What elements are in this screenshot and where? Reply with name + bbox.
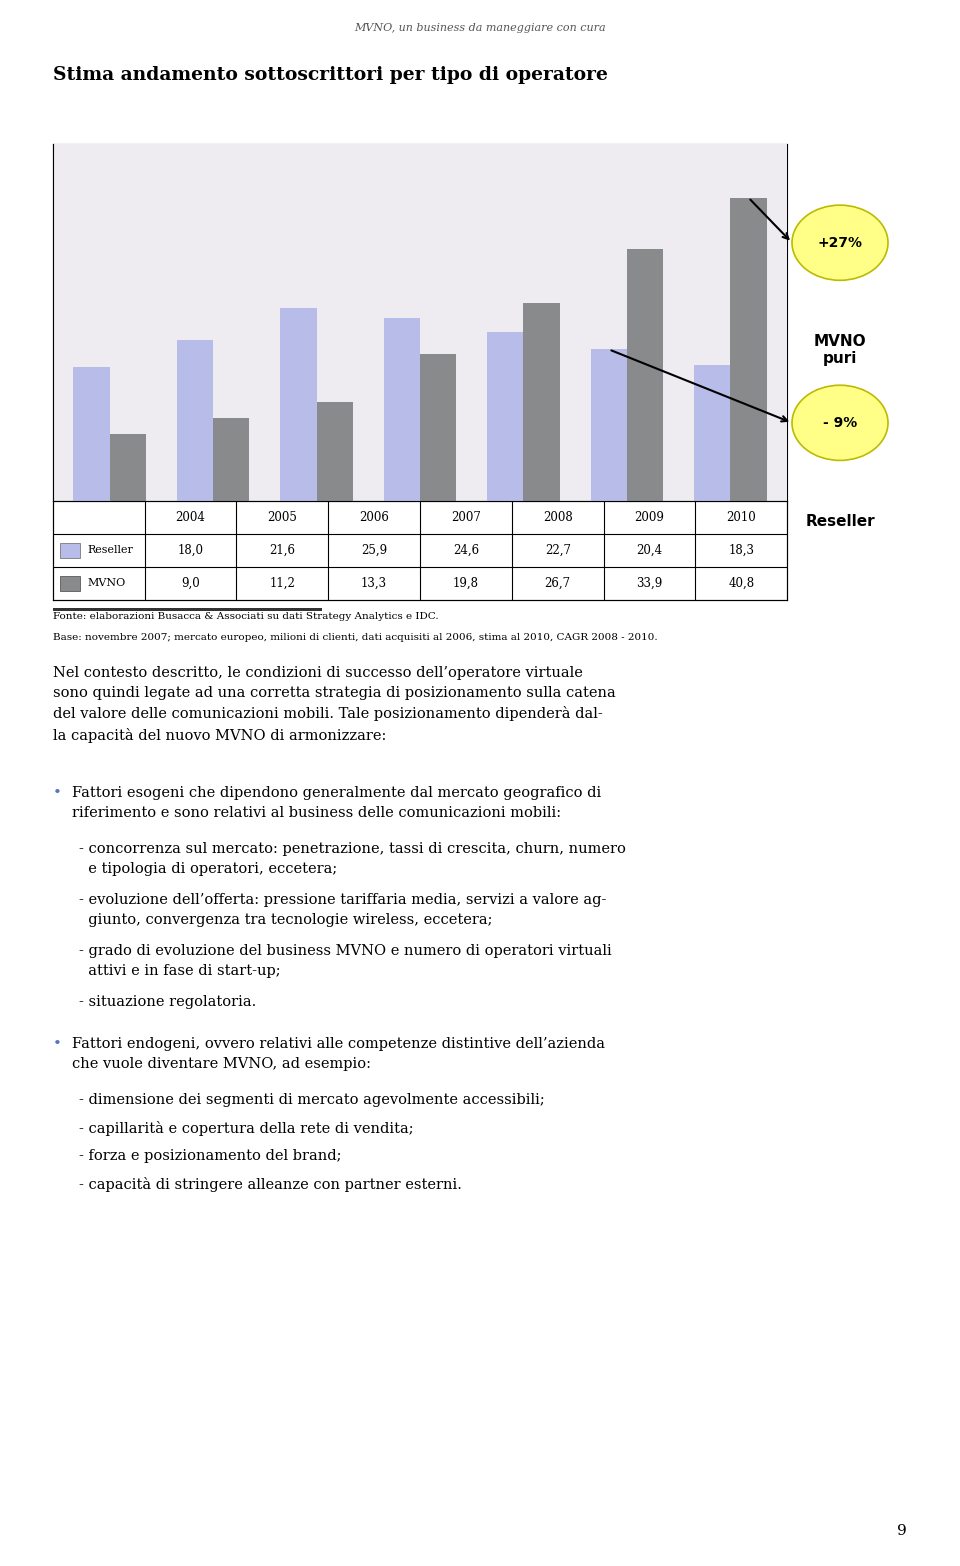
Text: - 9%: - 9% [823, 417, 857, 429]
Ellipse shape [792, 385, 888, 460]
Bar [731, 197, 766, 501]
Text: 18,0: 18,0 [178, 543, 204, 557]
Text: Fonte: elaborazioni Busacca & Associati su dati Strategy Analytics e IDC.: Fonte: elaborazioni Busacca & Associati … [53, 612, 439, 622]
Text: - capacità di stringere alleanze con partner esterni.: - capacità di stringere alleanze con par… [79, 1176, 462, 1192]
Text: 2009: 2009 [635, 511, 664, 525]
Text: 19,8: 19,8 [453, 576, 479, 590]
Text: 11,2: 11,2 [270, 576, 296, 590]
Text: •: • [53, 786, 61, 800]
Bar [213, 418, 250, 501]
Bar [317, 402, 352, 501]
Text: 9,0: 9,0 [181, 576, 200, 590]
Text: 20,4: 20,4 [636, 543, 662, 557]
Text: 2005: 2005 [268, 511, 298, 525]
Text: MVNO, un business da maneggiare con cura: MVNO, un business da maneggiare con cura [354, 23, 606, 33]
Text: - situazione regolatoria.: - situazione regolatoria. [79, 996, 256, 1010]
Text: 13,3: 13,3 [361, 576, 387, 590]
Text: - forza e posizionamento del brand;: - forza e posizionamento del brand; [79, 1149, 341, 1164]
Text: 2010: 2010 [727, 511, 756, 525]
Text: Reseller: Reseller [87, 545, 133, 556]
Text: +27%: +27% [818, 236, 862, 249]
Text: Base: novembre 2007; mercato europeo, milioni di clienti, dati acquisiti al 2006: Base: novembre 2007; mercato europeo, mi… [53, 633, 658, 642]
Text: 25,9: 25,9 [361, 543, 387, 557]
Text: Fattori esogeni che dipendono generalmente dal mercato geografico di
riferimento: Fattori esogeni che dipendono generalmen… [72, 786, 601, 821]
Ellipse shape [792, 205, 888, 280]
Text: 33,9: 33,9 [636, 576, 662, 590]
Bar [177, 340, 213, 501]
Text: Reseller: Reseller [805, 514, 875, 529]
Text: - capillarità e copertura della rete di vendita;: - capillarità e copertura della rete di … [79, 1121, 414, 1135]
Bar [60, 543, 81, 557]
Text: 26,7: 26,7 [544, 576, 571, 590]
Text: 22,7: 22,7 [544, 543, 570, 557]
Bar [60, 576, 81, 590]
Text: 2006: 2006 [359, 511, 389, 525]
Bar [280, 309, 317, 501]
Text: 2007: 2007 [451, 511, 481, 525]
Text: 2004: 2004 [176, 511, 205, 525]
Bar [590, 349, 627, 501]
Bar [420, 354, 456, 501]
Text: MVNO: MVNO [87, 578, 126, 589]
Bar [523, 302, 560, 501]
Bar [627, 249, 663, 501]
Text: 2008: 2008 [542, 511, 572, 525]
Text: Nel contesto descritto, le condizioni di successo dell’operatore virtuale
sono q: Nel contesto descritto, le condizioni di… [53, 666, 615, 742]
Text: - dimensione dei segmenti di mercato agevolmente accessibili;: - dimensione dei segmenti di mercato age… [79, 1093, 544, 1107]
Text: - concorrenza sul mercato: penetrazione, tassi di crescita, churn, numero
  e ti: - concorrenza sul mercato: penetrazione,… [79, 843, 626, 877]
Text: 9: 9 [898, 1524, 907, 1538]
Text: - grado di evoluzione del business MVNO e numero di operatori virtuali
  attivi : - grado di evoluzione del business MVNO … [79, 944, 612, 979]
Text: Fattori endogeni, ovvero relativi alle competenze distintive dell’azienda
che vu: Fattori endogeni, ovvero relativi alle c… [72, 1037, 605, 1071]
Bar [384, 318, 420, 501]
Text: 40,8: 40,8 [729, 576, 755, 590]
Text: •: • [53, 1037, 61, 1051]
Text: - evoluzione dell’offerta: pressione tariffaria media, servizi a valore ag-
  gi: - evoluzione dell’offerta: pressione tar… [79, 893, 606, 927]
Text: 18,3: 18,3 [729, 543, 755, 557]
Text: 21,6: 21,6 [270, 543, 296, 557]
Bar [74, 366, 109, 501]
Text: MVNO
puri: MVNO puri [814, 334, 866, 366]
Bar [694, 365, 731, 501]
Text: 24,6: 24,6 [453, 543, 479, 557]
Text: Stima andamento sottoscrittori per tipo di operatore: Stima andamento sottoscrittori per tipo … [53, 66, 608, 83]
Bar [488, 332, 523, 501]
Bar [109, 434, 146, 501]
